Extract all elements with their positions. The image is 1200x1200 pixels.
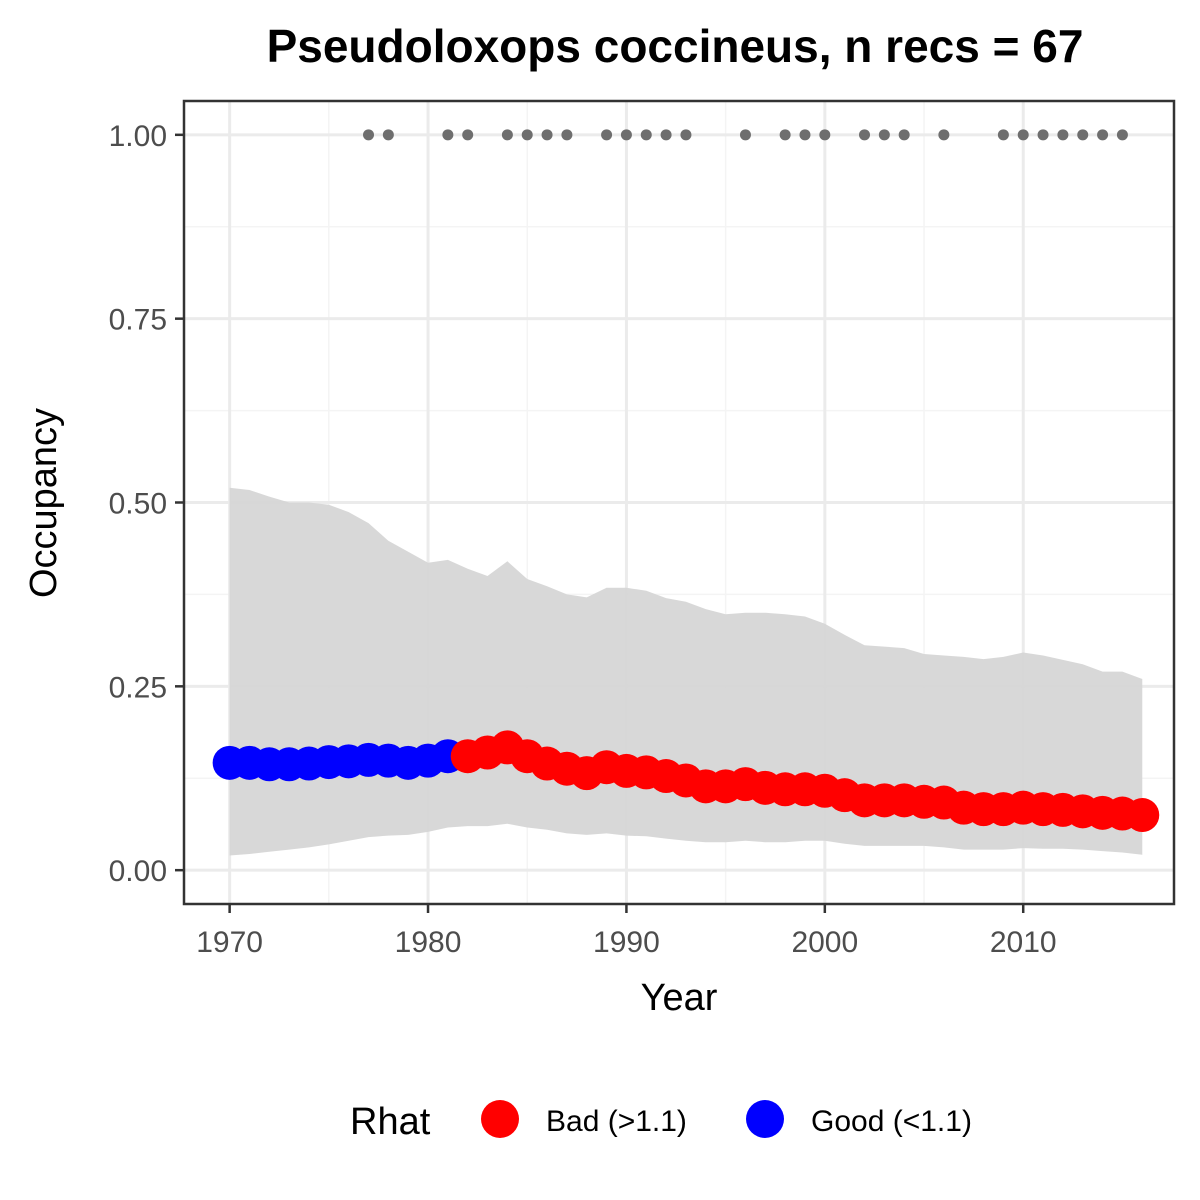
- record-points-layer: [363, 129, 1128, 141]
- y-tick-label: 0.75: [109, 304, 167, 337]
- record-point: [521, 129, 533, 141]
- record-point: [501, 129, 513, 141]
- record-point: [878, 129, 890, 141]
- legend-label-bad: Bad (>1.1): [546, 1105, 687, 1138]
- x-axis-title: Year: [641, 977, 718, 1019]
- record-point: [859, 129, 871, 141]
- record-point: [997, 129, 1009, 141]
- record-point: [819, 129, 831, 141]
- record-point: [1037, 129, 1049, 141]
- occupancy-points-layer: [212, 730, 1160, 833]
- x-tick-label: 1970: [196, 926, 263, 959]
- legend: Rhat Bad (>1.1) Good (<1.1): [350, 1100, 972, 1143]
- y-tick-label: 0.25: [109, 671, 167, 704]
- record-point: [561, 129, 573, 141]
- record-point: [363, 129, 375, 141]
- record-point: [601, 129, 613, 141]
- record-point: [541, 129, 553, 141]
- record-point: [462, 129, 474, 141]
- record-point: [1116, 129, 1128, 141]
- legend-label-good: Good (<1.1): [811, 1105, 972, 1138]
- record-point: [739, 129, 751, 141]
- record-point: [1097, 129, 1109, 141]
- legend-title: Rhat: [350, 1101, 431, 1143]
- x-tick-label: 1980: [395, 926, 462, 959]
- legend-key-good: [746, 1100, 784, 1138]
- x-axis: 1970 1980 1990 2000 2010: [196, 904, 1057, 959]
- record-point: [898, 129, 910, 141]
- record-point: [1017, 129, 1029, 141]
- y-tick-label: 0.50: [109, 488, 167, 521]
- x-tick-label: 1990: [593, 926, 660, 959]
- x-tick-label: 2010: [990, 926, 1057, 959]
- record-point: [442, 129, 454, 141]
- legend-key-bad: [481, 1100, 519, 1138]
- record-point: [660, 129, 672, 141]
- record-point: [620, 129, 632, 141]
- record-point: [799, 129, 811, 141]
- record-point: [382, 129, 394, 141]
- record-point: [680, 129, 692, 141]
- y-tick-label: 0.00: [109, 855, 167, 888]
- y-axis: 0.00 0.25 0.50 0.75 1.00: [109, 120, 184, 888]
- x-tick-label: 2000: [791, 926, 858, 959]
- chart-title: Pseudoloxops coccineus, n recs = 67: [267, 20, 1084, 72]
- record-point: [1057, 129, 1069, 141]
- record-point: [1077, 129, 1089, 141]
- record-point: [779, 129, 791, 141]
- record-point: [640, 129, 652, 141]
- occupancy-point-bad: [1125, 798, 1160, 833]
- record-point: [938, 129, 950, 141]
- y-tick-label: 1.00: [109, 120, 167, 153]
- y-axis-title: Occupancy: [23, 408, 65, 598]
